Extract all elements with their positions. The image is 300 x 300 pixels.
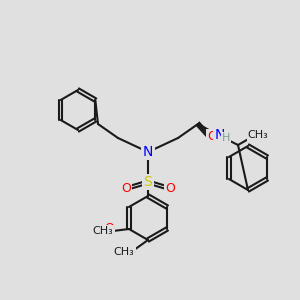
Text: O: O <box>125 245 135 259</box>
Text: S: S <box>144 175 152 189</box>
Text: CH₃: CH₃ <box>93 226 113 236</box>
Text: O: O <box>104 223 114 236</box>
Text: CH₃: CH₃ <box>114 247 134 257</box>
Text: N: N <box>215 128 225 142</box>
Text: O: O <box>165 182 175 194</box>
Text: O: O <box>207 130 217 143</box>
Text: CH₃: CH₃ <box>248 130 268 140</box>
Text: N: N <box>143 145 153 159</box>
Text: O: O <box>121 182 131 194</box>
Text: H: H <box>222 133 230 143</box>
